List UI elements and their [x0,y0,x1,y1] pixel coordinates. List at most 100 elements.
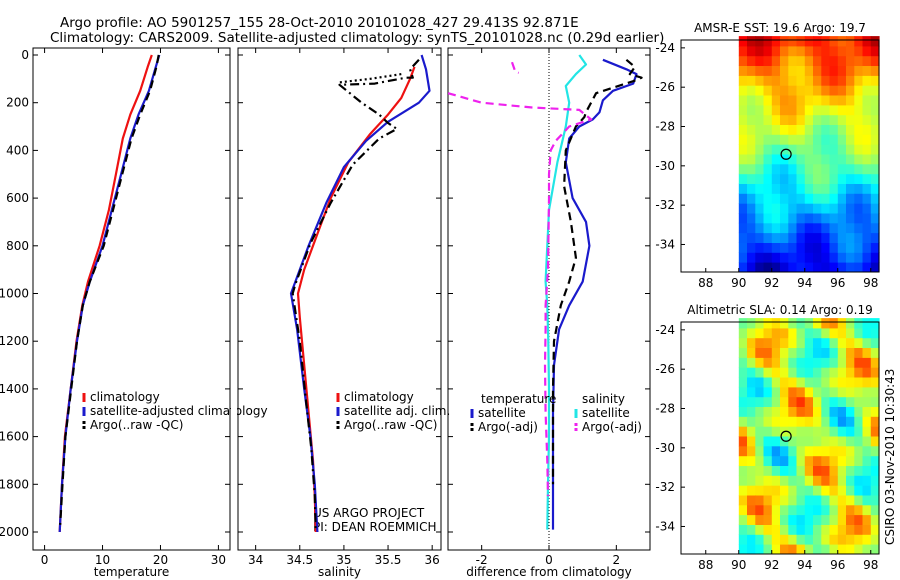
sla-map-cell [763,347,773,358]
sla-map-cell [755,367,765,378]
salinity-xtick-label: 34.5 [286,553,313,567]
sst-map-cell [771,183,781,194]
sst-map-cell [821,183,831,194]
sla-map-cell [821,426,831,437]
sst-map-cell [821,134,831,145]
sst-map-cell [738,203,748,214]
sst-map-cell [763,114,773,125]
sst-map-cell [821,173,831,184]
sla-map-cell [771,436,781,447]
sla-map-cell [755,465,765,476]
sst-map-cell [837,36,847,47]
sst-map-cell [755,134,765,145]
sla-map-cell [796,377,806,388]
sst-map-cell [771,85,781,96]
credit-line-1: US ARGO PROJECT [313,506,425,520]
sst-map-cell [854,163,864,175]
sst-map-cell [837,95,847,106]
sla-map-cell [763,318,773,329]
sla-map-cell [870,504,880,516]
sla-map-cell [813,318,822,329]
sla-map-cell [771,357,781,368]
sla-map-cell [763,495,773,506]
sst-map-cell [763,252,773,263]
sst-map-cell [763,65,773,76]
sst-map-cell [829,242,839,253]
sla-map-cell [763,485,773,496]
sst-map-cell [813,95,822,106]
diff-legend-temp-argo-label: Argo(-adj) [478,420,538,434]
sst-map-cell [763,55,773,66]
salinity-xtick-label: 36 [425,553,440,567]
sst-map-cell [788,183,798,194]
sst-map-cell [788,193,798,204]
sla-map-cell [821,445,831,457]
sst-map-cell [870,252,880,263]
sla-map-cell [747,357,756,368]
sla-map-cell [821,475,831,486]
sst-map-cell [804,252,814,263]
sla-map-cell [738,327,748,339]
sla-map-cell [747,436,756,447]
sst-map-cell [763,104,773,116]
sst-map-cell [780,213,789,224]
sla-map-cell [771,524,781,535]
sst-map-cell [788,114,798,125]
sla-map-cell [747,406,756,417]
sst-map-cell [738,242,748,253]
sla-map-cell [771,485,781,496]
sst-map-cell [738,36,748,47]
sst-map-cell [796,85,806,96]
sla-map-cell [862,455,872,466]
sst-map-cell [870,222,880,234]
sst-map-cell [738,95,748,106]
sla-map-cell [846,426,855,437]
sla-map-cell [837,318,847,329]
sla-map-cell [829,318,839,329]
sla-map-cell [804,327,814,339]
salinity-xtick-label: 35 [336,553,351,567]
sst-map-cell [763,163,773,175]
sst-map-cell [780,85,789,96]
sst-map-cell [738,114,748,125]
sst-map-cell [755,232,765,243]
sla-map-cell [846,485,855,496]
sla-map-cell [763,367,773,378]
sst-map-cell [796,104,806,116]
sst-map-cell [854,95,864,106]
sst-map-cell [813,75,822,86]
sst-map-cell [870,114,880,125]
sla-map-cell [854,377,864,388]
sla-map-cell [854,327,864,339]
sst-map-cell [813,36,822,47]
sla-map-cell [837,445,847,457]
sst-map-cell [829,232,839,243]
sst-map-cell [813,65,822,76]
sla-map-cell [755,445,765,457]
sla-map-cell [870,495,880,506]
sst-map-cell [846,183,855,194]
sst-map-cell [813,242,822,253]
sst-map-cell [870,183,880,194]
sst-map-cell [796,55,806,66]
sst-map-cell [813,124,822,135]
sst-map-xtick-label: 90 [731,276,746,290]
salinity-xlabel: salinity [318,565,361,579]
sst-map-cell [738,262,748,273]
sst-map-cell [755,163,765,175]
sst-map-cell [837,75,847,86]
sst-map-cell [854,183,864,194]
sst-map-cell [813,252,822,263]
sst-map-cell [780,45,789,57]
sst-map-cell [804,45,814,57]
salinity-line-argo [291,59,420,530]
sst-map-cell [796,173,806,184]
sst-map-cell [755,104,765,116]
sst-map-cell [796,95,806,106]
depth-tick-label: 1800 [0,477,29,491]
sla-map-cell [738,485,748,496]
sla-map-cell [821,396,831,407]
sla-map-cell [780,357,789,368]
sla-map-cell [821,357,831,368]
sst-map-cell [747,55,756,66]
